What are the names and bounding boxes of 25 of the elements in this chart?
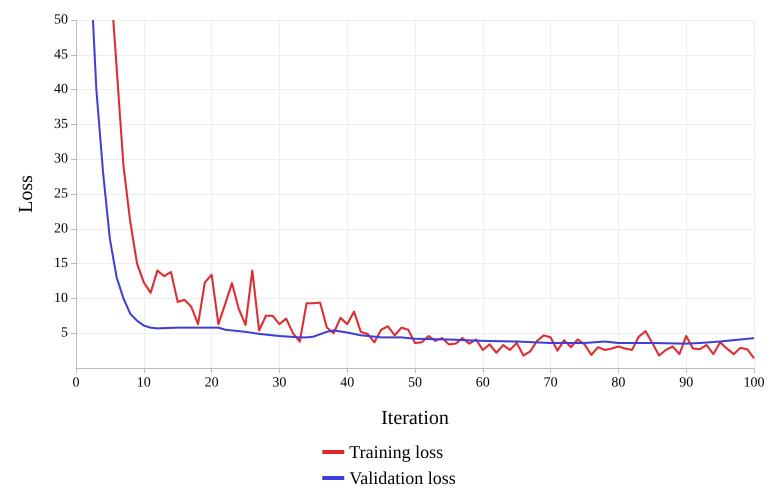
y-tick-label: 20 xyxy=(54,221,68,236)
x-axis-title: Iteration xyxy=(381,407,449,429)
legend-label: Training loss xyxy=(349,442,444,462)
x-tick-label: 10 xyxy=(136,376,151,390)
x-tick-label: 50 xyxy=(408,376,422,390)
y-tick-label: 40 xyxy=(54,82,68,98)
x-tick-label: 60 xyxy=(476,376,490,390)
x-tick-label: 90 xyxy=(679,376,694,390)
y-tick-label: 25 xyxy=(54,186,68,202)
legend-label: Validation loss xyxy=(349,468,456,488)
y-tick-label: 50 xyxy=(54,12,68,28)
y-tick-label: 30 xyxy=(54,152,68,167)
x-tick-label: 70 xyxy=(544,376,558,390)
x-tick-label: 20 xyxy=(204,376,219,390)
y-tick-label: 10 xyxy=(54,290,68,306)
y-tick-label: 35 xyxy=(54,116,68,132)
x-tick-label: 30 xyxy=(272,376,286,390)
y-tick-label: 5 xyxy=(61,326,68,341)
x-tick-label: 40 xyxy=(340,376,354,390)
y-tick-label: 45 xyxy=(54,47,68,62)
x-tick-label: 100 xyxy=(744,376,764,390)
x-tick-label: 0 xyxy=(72,376,80,390)
y-tick-label: 15 xyxy=(54,256,68,272)
x-tick-label: 80 xyxy=(611,376,626,390)
y-axis-title: Loss xyxy=(15,174,37,213)
